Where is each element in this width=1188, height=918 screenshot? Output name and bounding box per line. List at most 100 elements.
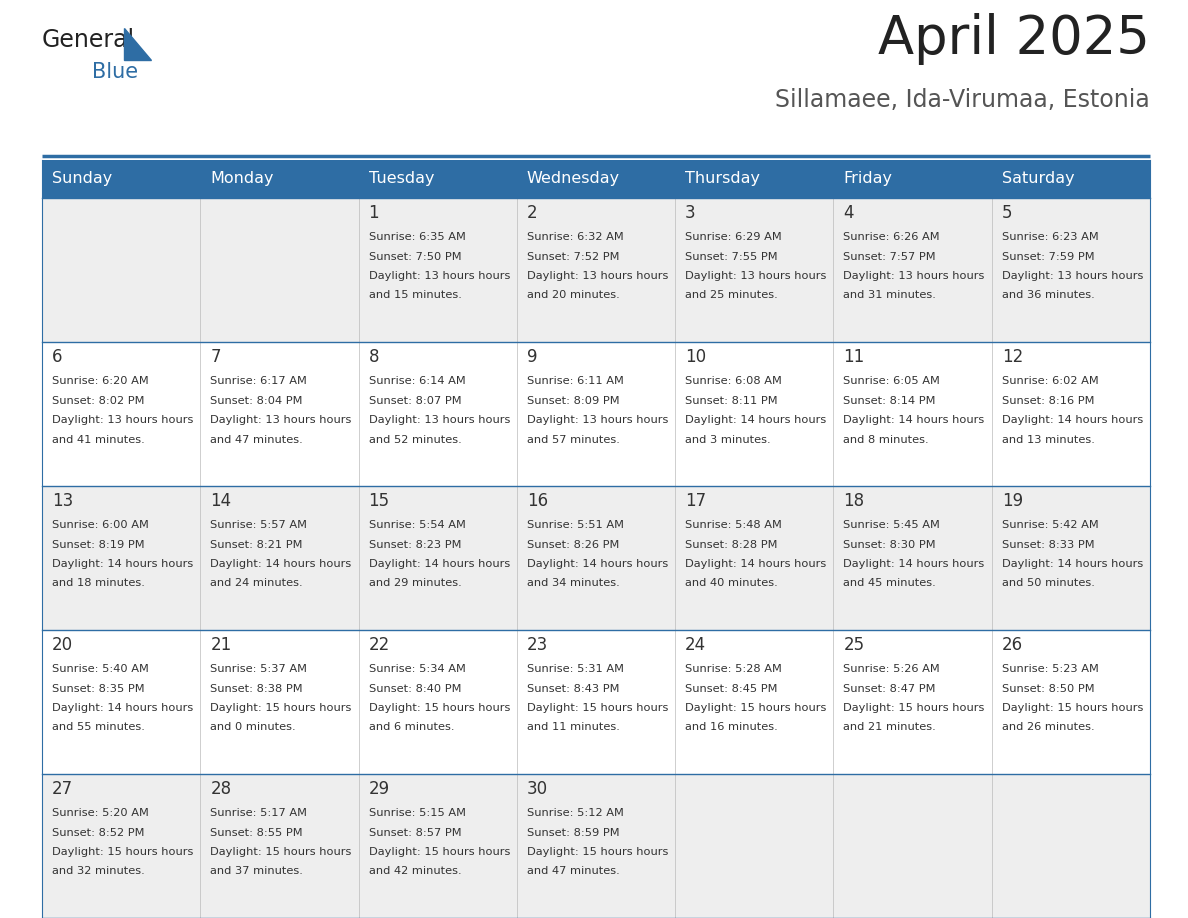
Text: Sunset: 8:33 PM: Sunset: 8:33 PM <box>1001 540 1094 550</box>
Text: Sunrise: 6:17 AM: Sunrise: 6:17 AM <box>210 376 308 386</box>
Text: 30: 30 <box>526 780 548 798</box>
Text: Daylight: 13 hours hours: Daylight: 13 hours hours <box>526 271 668 281</box>
Text: Sunrise: 5:20 AM: Sunrise: 5:20 AM <box>52 808 148 818</box>
Text: Sunrise: 6:32 AM: Sunrise: 6:32 AM <box>526 232 624 242</box>
Text: Sunset: 8:21 PM: Sunset: 8:21 PM <box>210 540 303 550</box>
Text: and 40 minutes.: and 40 minutes. <box>685 578 778 588</box>
Text: Sunset: 8:40 PM: Sunset: 8:40 PM <box>368 684 461 693</box>
Text: and 36 minutes.: and 36 minutes. <box>1001 290 1094 300</box>
Text: Daylight: 15 hours hours: Daylight: 15 hours hours <box>210 703 352 713</box>
Text: Sunset: 8:19 PM: Sunset: 8:19 PM <box>52 540 145 550</box>
Text: and 31 minutes.: and 31 minutes. <box>843 290 936 300</box>
Text: Daylight: 14 hours hours: Daylight: 14 hours hours <box>685 559 827 569</box>
Text: Sunset: 7:52 PM: Sunset: 7:52 PM <box>526 252 619 262</box>
Text: and 41 minutes.: and 41 minutes. <box>52 434 145 444</box>
Text: Tuesday: Tuesday <box>368 172 434 186</box>
Text: and 26 minutes.: and 26 minutes. <box>1001 722 1094 733</box>
Text: Sunrise: 6:23 AM: Sunrise: 6:23 AM <box>1001 232 1099 242</box>
Text: 2: 2 <box>526 204 537 222</box>
Text: Sunset: 8:47 PM: Sunset: 8:47 PM <box>843 684 936 693</box>
Text: 1: 1 <box>368 204 379 222</box>
Text: Sunrise: 5:12 AM: Sunrise: 5:12 AM <box>526 808 624 818</box>
Text: Sunrise: 6:05 AM: Sunrise: 6:05 AM <box>843 376 941 386</box>
Text: 10: 10 <box>685 348 707 366</box>
Text: and 50 minutes.: and 50 minutes. <box>1001 578 1094 588</box>
Text: Sunrise: 6:14 AM: Sunrise: 6:14 AM <box>368 376 466 386</box>
Text: Sunrise: 5:42 AM: Sunrise: 5:42 AM <box>1001 520 1099 530</box>
FancyBboxPatch shape <box>42 342 1150 486</box>
Text: Daylight: 15 hours hours: Daylight: 15 hours hours <box>685 703 827 713</box>
Text: Sunset: 8:14 PM: Sunset: 8:14 PM <box>843 396 936 406</box>
Text: Daylight: 14 hours hours: Daylight: 14 hours hours <box>843 415 985 425</box>
Text: Sunset: 8:28 PM: Sunset: 8:28 PM <box>685 540 778 550</box>
Text: 23: 23 <box>526 636 548 654</box>
Text: Sunrise: 6:02 AM: Sunrise: 6:02 AM <box>1001 376 1099 386</box>
Text: Wednesday: Wednesday <box>526 172 620 186</box>
Text: and 55 minutes.: and 55 minutes. <box>52 722 145 733</box>
Text: 18: 18 <box>843 492 865 510</box>
Text: Sunrise: 5:45 AM: Sunrise: 5:45 AM <box>843 520 941 530</box>
Text: Sunrise: 6:11 AM: Sunrise: 6:11 AM <box>526 376 624 386</box>
Text: 22: 22 <box>368 636 390 654</box>
Text: Sunrise: 6:00 AM: Sunrise: 6:00 AM <box>52 520 148 530</box>
Text: Sillamaee, Ida-Virumaa, Estonia: Sillamaee, Ida-Virumaa, Estonia <box>776 88 1150 112</box>
Text: Daylight: 15 hours hours: Daylight: 15 hours hours <box>210 847 352 857</box>
Text: Sunset: 8:30 PM: Sunset: 8:30 PM <box>843 540 936 550</box>
Text: 27: 27 <box>52 780 74 798</box>
Text: Sunrise: 5:23 AM: Sunrise: 5:23 AM <box>1001 664 1099 674</box>
Text: Sunset: 8:43 PM: Sunset: 8:43 PM <box>526 684 619 693</box>
Text: Daylight: 14 hours hours: Daylight: 14 hours hours <box>52 703 194 713</box>
Text: Sunset: 8:11 PM: Sunset: 8:11 PM <box>685 396 778 406</box>
Text: Sunrise: 5:40 AM: Sunrise: 5:40 AM <box>52 664 148 674</box>
Text: and 25 minutes.: and 25 minutes. <box>685 290 778 300</box>
Text: Sunset: 8:50 PM: Sunset: 8:50 PM <box>1001 684 1094 693</box>
Text: Sunset: 8:16 PM: Sunset: 8:16 PM <box>1001 396 1094 406</box>
Text: Daylight: 15 hours hours: Daylight: 15 hours hours <box>526 847 668 857</box>
Text: Monday: Monday <box>210 172 273 186</box>
Text: and 29 minutes.: and 29 minutes. <box>368 578 461 588</box>
Text: Sunrise: 5:51 AM: Sunrise: 5:51 AM <box>526 520 624 530</box>
Text: Sunrise: 5:54 AM: Sunrise: 5:54 AM <box>368 520 466 530</box>
Text: 8: 8 <box>368 348 379 366</box>
Text: Daylight: 14 hours hours: Daylight: 14 hours hours <box>52 559 194 569</box>
Text: Sunrise: 5:17 AM: Sunrise: 5:17 AM <box>210 808 308 818</box>
Text: Sunset: 8:07 PM: Sunset: 8:07 PM <box>368 396 461 406</box>
Text: Daylight: 13 hours hours: Daylight: 13 hours hours <box>526 415 668 425</box>
Text: 29: 29 <box>368 780 390 798</box>
Text: Sunset: 8:52 PM: Sunset: 8:52 PM <box>52 827 145 837</box>
Text: Sunrise: 5:57 AM: Sunrise: 5:57 AM <box>210 520 308 530</box>
Text: Daylight: 13 hours hours: Daylight: 13 hours hours <box>685 271 827 281</box>
Text: Daylight: 14 hours hours: Daylight: 14 hours hours <box>843 559 985 569</box>
Text: 4: 4 <box>843 204 854 222</box>
Text: 5: 5 <box>1001 204 1012 222</box>
Text: and 11 minutes.: and 11 minutes. <box>526 722 620 733</box>
Text: Daylight: 13 hours hours: Daylight: 13 hours hours <box>368 415 510 425</box>
Text: 3: 3 <box>685 204 696 222</box>
Text: Sunset: 8:55 PM: Sunset: 8:55 PM <box>210 827 303 837</box>
Text: and 52 minutes.: and 52 minutes. <box>368 434 461 444</box>
Text: 6: 6 <box>52 348 63 366</box>
Text: and 20 minutes.: and 20 minutes. <box>526 290 620 300</box>
Text: Daylight: 14 hours hours: Daylight: 14 hours hours <box>368 559 510 569</box>
Text: 21: 21 <box>210 636 232 654</box>
Text: Sunset: 8:45 PM: Sunset: 8:45 PM <box>685 684 778 693</box>
Text: 14: 14 <box>210 492 232 510</box>
Text: Sunset: 8:23 PM: Sunset: 8:23 PM <box>368 540 461 550</box>
Text: Sunset: 8:04 PM: Sunset: 8:04 PM <box>210 396 303 406</box>
Text: Daylight: 15 hours hours: Daylight: 15 hours hours <box>368 703 510 713</box>
Text: 9: 9 <box>526 348 537 366</box>
Text: 28: 28 <box>210 780 232 798</box>
Text: 20: 20 <box>52 636 74 654</box>
Text: Sunday: Sunday <box>52 172 112 186</box>
Text: Sunset: 8:09 PM: Sunset: 8:09 PM <box>526 396 619 406</box>
FancyBboxPatch shape <box>42 486 1150 630</box>
Text: and 47 minutes.: and 47 minutes. <box>526 867 620 877</box>
Text: Daylight: 13 hours hours: Daylight: 13 hours hours <box>52 415 194 425</box>
Text: Daylight: 13 hours hours: Daylight: 13 hours hours <box>1001 271 1143 281</box>
Text: Sunrise: 6:20 AM: Sunrise: 6:20 AM <box>52 376 148 386</box>
FancyBboxPatch shape <box>42 630 1150 774</box>
Text: and 24 minutes.: and 24 minutes. <box>210 578 303 588</box>
Text: Sunset: 7:59 PM: Sunset: 7:59 PM <box>1001 252 1094 262</box>
Text: Thursday: Thursday <box>685 172 760 186</box>
Text: Daylight: 15 hours hours: Daylight: 15 hours hours <box>368 847 510 857</box>
